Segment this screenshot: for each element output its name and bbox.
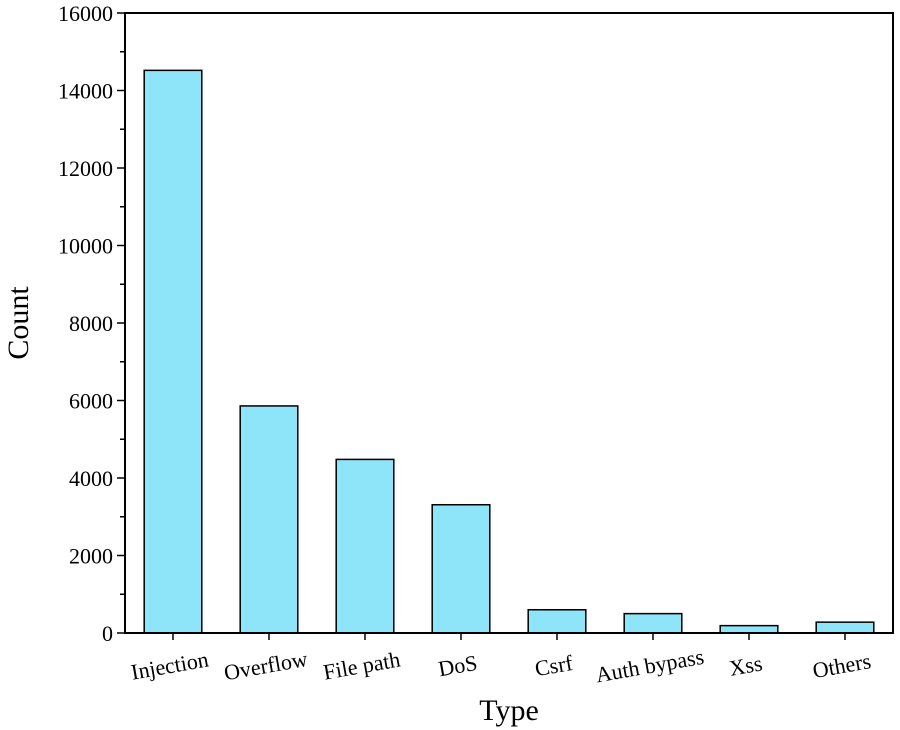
bars-group xyxy=(143,69,875,634)
y-tick-label: 8000 xyxy=(69,311,113,336)
x-tick-label: Overflow xyxy=(222,646,309,685)
bar-dos xyxy=(431,503,491,634)
bar-others xyxy=(815,621,875,634)
plot-frame xyxy=(124,12,894,634)
y-tick-label: 4000 xyxy=(69,466,113,491)
bar-auth-bypass xyxy=(623,612,683,634)
bar-injection xyxy=(143,69,203,634)
x-axis: Injection Overflow File path DoS Csrf Auth by… xyxy=(129,633,873,687)
y-tick-label: 6000 xyxy=(69,389,113,414)
x-tick-label: Auth bypass xyxy=(594,644,706,688)
x-tick-label: File path xyxy=(321,647,402,685)
y-tick-label: 2000 xyxy=(69,544,113,569)
bar-overflow xyxy=(239,405,299,634)
y-tick-label: 14000 xyxy=(58,79,113,104)
y-tick-label: 16000 xyxy=(58,1,113,26)
x-axis-title: Type xyxy=(479,694,539,727)
x-tick-label: DoS xyxy=(436,650,479,681)
bar-xss xyxy=(719,624,779,634)
y-tick-label: 12000 xyxy=(58,156,113,181)
y-tick-label: 10000 xyxy=(58,234,113,259)
bar-file-path xyxy=(335,458,395,634)
x-tick-label: Others xyxy=(811,648,873,683)
x-tick-label: Xss xyxy=(727,650,764,680)
y-axis: 0 2000 4000 6000 8000 10000 12000 14000 16000 xyxy=(58,1,125,646)
bar-csrf xyxy=(527,609,587,634)
y-axis-title: Count xyxy=(2,286,35,360)
y-tick-label: 0 xyxy=(102,621,113,646)
x-tick-label: Csrf xyxy=(533,650,575,681)
x-tick-label: Injection xyxy=(129,647,210,685)
